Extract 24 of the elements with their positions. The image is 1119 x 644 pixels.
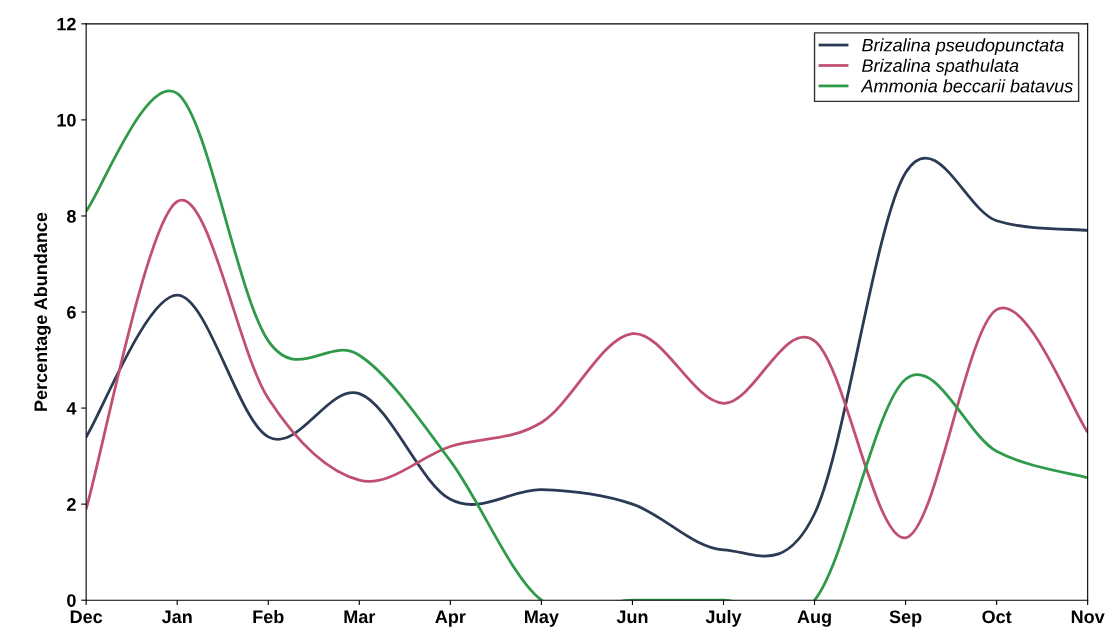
x-tick-label: Feb [253,609,284,624]
x-tick-label: Jan [161,610,192,624]
x-tick-label: Sep [889,610,922,627]
x-tick-label: Mar [344,610,376,624]
x-tick-label: Jun [616,610,648,624]
legend-label: Brizalina spathulata [862,58,1019,76]
x-tick-label: Dec [70,610,103,624]
line-series [86,200,1088,540]
y-tick-label: 2 [67,498,76,511]
y-tick-label: 12 [57,17,76,31]
x-tick-label: Apr [435,610,466,627]
x-tick-label: Aug [797,610,831,627]
x-tick-label: Oct [982,610,1012,624]
x-tick-label: Nov [1071,610,1105,624]
x-tick-label: May [525,610,559,627]
y-tick-label: 6 [67,305,76,319]
y-axis-title: Percentage Abundance [33,212,51,411]
y-tick-label: 4 [66,402,77,415]
legend-label: Ammonia beccarii batavus [860,79,1073,93]
legend-label: Brizalina pseudopunctata [862,38,1064,56]
y-tick-label: 0 [67,594,76,607]
y-tick-label: 8 [66,209,76,223]
x-tick-label: July [705,609,742,627]
y-tick-label: 10 [57,113,76,127]
